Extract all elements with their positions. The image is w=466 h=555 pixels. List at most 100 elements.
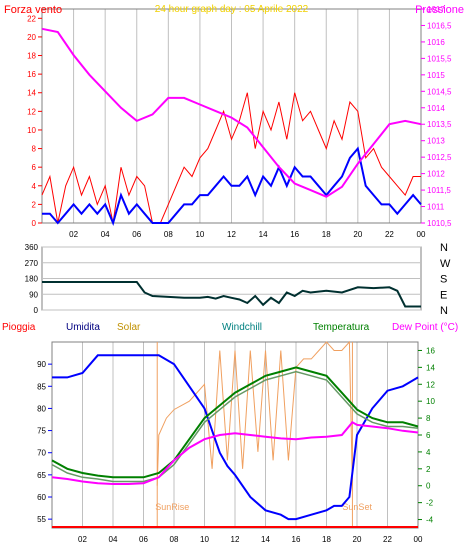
x-tick-label: 06: [139, 535, 148, 544]
pressure-line: [41, 27, 422, 198]
y-left-tick-label: 6: [32, 163, 37, 172]
y-left-tick-label: 0: [32, 219, 37, 228]
compass-label: N: [440, 242, 448, 254]
x-tick-label: 08: [164, 230, 173, 239]
x-tick-label: 00: [417, 230, 426, 239]
legend-temperatura: Temperatura: [313, 322, 370, 333]
x-tick-label: 22: [385, 230, 394, 239]
compass-label: E: [440, 289, 447, 301]
y-left-tick-label: 90: [37, 360, 46, 369]
compass-label: S: [440, 274, 447, 286]
y-tick-label: 0: [34, 306, 39, 315]
y-right-tick-label: 1015: [427, 71, 445, 80]
y-left-tick-label: 2: [32, 200, 37, 209]
wind-direction-line: [42, 281, 421, 308]
legend-windchill: Windchill: [222, 322, 262, 333]
chart-title: 24 hour graph day : 05 Aprile 2022: [155, 4, 309, 15]
plot-frame: [41, 8, 422, 224]
y-left-tick-label: 75: [37, 427, 46, 436]
x-tick-label: 20: [353, 230, 362, 239]
x-tick-label: 02: [69, 230, 78, 239]
y-left-tick-label: 8: [32, 145, 37, 154]
y-left-tick-label: 22: [27, 14, 36, 23]
compass-label: N: [440, 305, 448, 317]
x-tick-label: 12: [231, 535, 240, 544]
wind-average-line: [42, 146, 422, 227]
x-tick-label: 06: [132, 230, 141, 239]
left-axis-label: Forza vento: [4, 4, 62, 16]
legend-dew-point: Dew Point (°C): [392, 322, 458, 333]
y-right-tick-label: 1010,5: [427, 219, 452, 228]
y-left-tick-label: 85: [37, 382, 46, 391]
x-tick-label: 14: [259, 230, 268, 239]
y-left-tick-label: 12: [27, 107, 36, 116]
x-tick-label: 04: [109, 535, 118, 544]
x-tick-label: 12: [227, 230, 236, 239]
y-left-tick-label: 70: [37, 449, 46, 458]
y-tick-label: 270: [25, 259, 39, 268]
x-tick-label: 20: [353, 535, 362, 544]
y-right-tick-label: 12: [426, 380, 435, 389]
y-right-tick-label: -2: [426, 499, 434, 508]
y-left-tick-label: 16: [27, 70, 36, 79]
y-tick-label: 180: [25, 275, 39, 284]
sunrise-label: SunRise: [155, 502, 189, 512]
y-right-tick-label: 1016: [427, 38, 445, 47]
x-tick-label: 14: [261, 535, 270, 544]
y-right-tick-label: 1014,5: [427, 87, 452, 96]
dew-point-line: [51, 421, 419, 485]
y-right-tick-label: 6: [426, 431, 431, 440]
y-right-tick-label: 14: [426, 363, 435, 372]
y-left-tick-label: 20: [27, 33, 36, 42]
y-right-tick-label: 1012: [427, 170, 445, 179]
y-right-tick-label: 10: [426, 397, 435, 406]
y-left-tick-label: 55: [37, 515, 46, 524]
y-left-tick-label: 60: [37, 493, 46, 502]
x-tick-label: 04: [101, 230, 110, 239]
x-tick-label: 16: [292, 535, 301, 544]
x-tick-label: 08: [170, 535, 179, 544]
y-right-tick-label: 1013: [427, 137, 445, 146]
x-tick-label: 10: [200, 535, 209, 544]
windchill-line: [51, 370, 419, 483]
x-tick-label: 22: [383, 535, 392, 544]
sunset-label: SunSet: [342, 502, 372, 512]
y-left-tick-label: 14: [27, 89, 36, 98]
y-right-tick-label: 1015,5: [427, 54, 452, 63]
wind-gust-line: [41, 92, 421, 224]
x-tick-label: 18: [322, 230, 331, 239]
legend-solar: Solar: [117, 322, 141, 333]
y-right-tick-label: 1016,5: [427, 21, 452, 30]
y-tick-label: 360: [25, 243, 39, 252]
y-right-tick-label: 16: [426, 346, 435, 355]
legend-pioggia: Pioggia: [2, 322, 36, 333]
y-left-tick-label: 80: [37, 404, 46, 413]
y-tick-label: 90: [29, 290, 38, 299]
y-left-tick-label: 65: [37, 471, 46, 480]
x-tick-label: 18: [322, 535, 331, 544]
legend-umidita: Umidita: [66, 322, 100, 333]
temperature-line: [51, 366, 419, 479]
x-tick-label: 00: [414, 535, 423, 544]
y-right-tick-label: 1017: [427, 5, 445, 14]
y-right-tick-label: 0: [426, 482, 431, 491]
right-axis-label: Pressione: [415, 4, 464, 16]
x-tick-label: 02: [78, 535, 87, 544]
y-right-tick-label: 2: [426, 465, 431, 474]
y-left-tick-label: 4: [32, 182, 37, 191]
y-right-tick-label: 1011,5: [427, 186, 451, 195]
solar-line: [156, 340, 353, 486]
x-tick-label: 16: [290, 230, 299, 239]
y-right-tick-label: 8: [426, 414, 431, 423]
y-right-tick-label: 4: [426, 448, 431, 457]
y-right-tick-label: 1012,5: [427, 153, 452, 162]
compass-label: W: [440, 258, 451, 270]
humidity-line: [52, 354, 419, 521]
y-left-tick-label: 10: [27, 126, 36, 135]
y-left-tick-label: 18: [27, 52, 36, 61]
x-tick-label: 10: [195, 230, 204, 239]
y-right-tick-label: -4: [426, 516, 434, 525]
y-right-tick-label: 1014: [427, 104, 445, 113]
